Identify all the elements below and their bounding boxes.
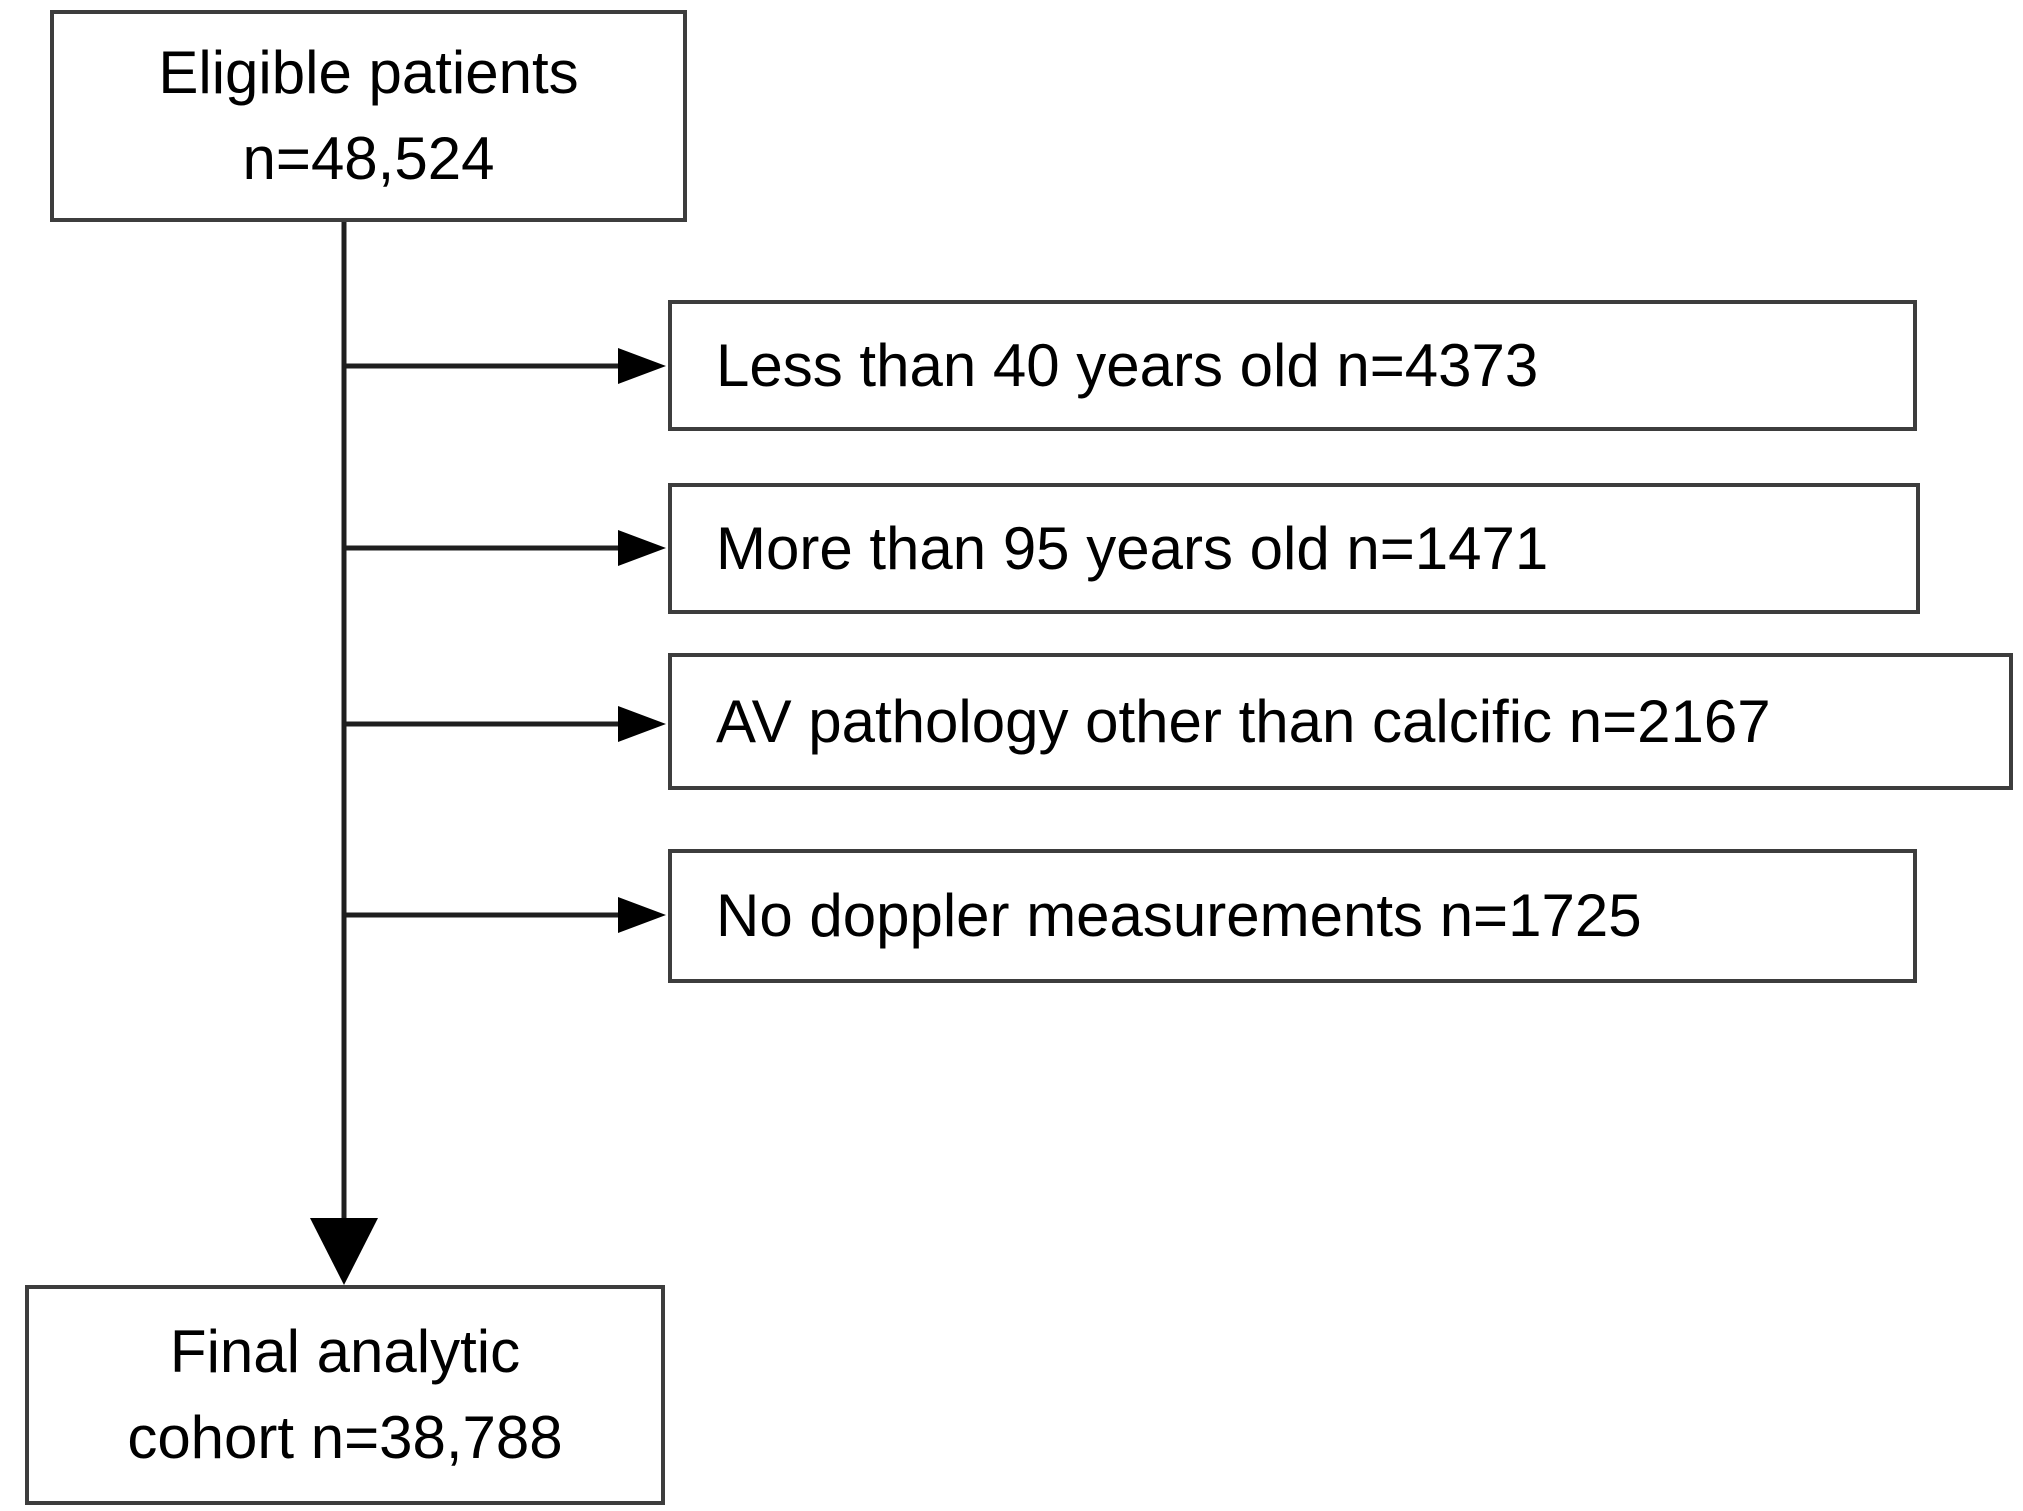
exclusion-box-no-doppler: No doppler measurements n=1725 [668,849,1917,983]
final-cohort-count: cohort n=38,788 [127,1404,563,1471]
right-arrow-icon-1 [618,348,666,384]
right-arrow-icon-4 [618,897,666,933]
down-arrow-icon [310,1218,378,1285]
exclusion-box-over-95: More than 95 years old n=1471 [668,483,1920,614]
exclusion-label: AV pathology other than calcific n=2167 [716,687,1771,755]
right-arrow-icon-2 [618,530,666,566]
exclusion-box-under-40: Less than 40 years old n=4373 [668,300,1917,431]
exclusion-label: More than 95 years old n=1471 [716,514,1549,582]
final-cohort-box: Final analytic cohort n=38,788 [25,1285,665,1505]
right-arrow-icon-3 [618,706,666,742]
exclusion-label: No doppler measurements n=1725 [716,882,1642,949]
exclusion-box-av-pathology: AV pathology other than calcific n=2167 [668,653,2013,790]
eligible-patients-count: n=48,524 [242,125,495,192]
eligible-patients-label: Eligible patients [158,39,579,106]
eligible-patients-box: Eligible patients n=48,524 [50,10,687,222]
final-cohort-label: Final analytic [169,1318,521,1385]
exclusion-label: Less than 40 years old n=4373 [716,331,1539,399]
